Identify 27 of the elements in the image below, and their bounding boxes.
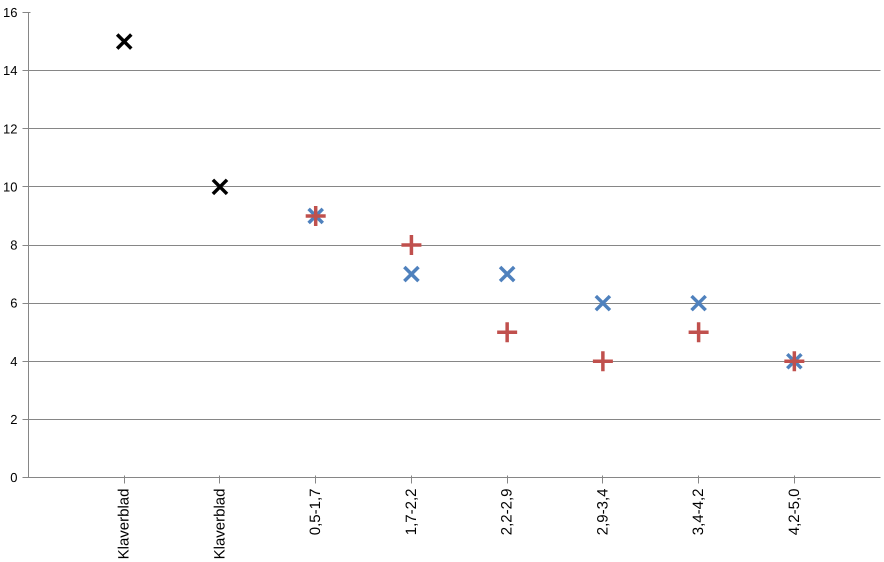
- point: [495, 320, 519, 344]
- x-tick-label: Klaverblad: [211, 488, 228, 560]
- point: [115, 32, 134, 50]
- y-tick-label: 8: [10, 238, 18, 252]
- y-tick-label: 10: [3, 179, 18, 194]
- x-tick-label: 0,5-1,7: [307, 488, 324, 536]
- point: [686, 320, 710, 344]
- y-tick-label: 14: [3, 63, 18, 78]
- point: [402, 265, 420, 283]
- y-tick-label: 6: [10, 296, 18, 311]
- point: [498, 265, 516, 283]
- point: [211, 178, 229, 196]
- x-tick-label: 2,9-3,4: [594, 488, 612, 536]
- point: [690, 294, 708, 312]
- point: [400, 233, 424, 257]
- y-tick-label: 2: [10, 412, 18, 427]
- y-tick-label: 12: [3, 121, 18, 136]
- x-tick-label: 3,4-4,2: [690, 488, 708, 536]
- x-tick-label: 2,2-2,9: [498, 488, 516, 536]
- x-tick-label: 1,7-2,2: [402, 488, 420, 536]
- y-tick-label: 4: [10, 354, 18, 369]
- y-tick-label: 0: [10, 470, 18, 485]
- point: [591, 350, 615, 373]
- x-tick-label: Klaverblad: [116, 488, 133, 560]
- point: [594, 294, 612, 312]
- x-tick-label: 4,2-5,0: [786, 488, 803, 536]
- y-tick-label: 16: [3, 5, 18, 20]
